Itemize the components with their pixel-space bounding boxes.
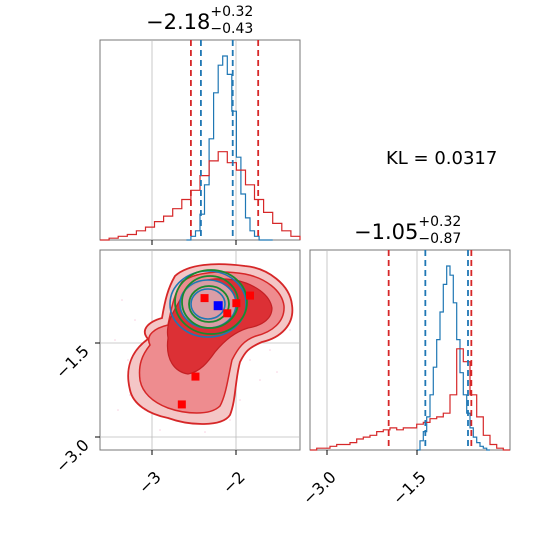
x-tick-label: −2 (219, 467, 249, 497)
kl-divergence-label: KL = 0.0317 (386, 148, 498, 169)
blue-marker (213, 301, 223, 311)
histogram-series-1 (310, 348, 510, 451)
quantile-lines (190, 40, 260, 240)
tick-marks (95, 240, 418, 455)
title-value: −2.18 (146, 10, 211, 34)
title-upper-error: +0.32 (418, 214, 462, 230)
y-tick-label: −3.0 (52, 435, 93, 476)
histogram-series-1 (100, 151, 301, 241)
y-tick-label: −1.5 (52, 341, 93, 382)
title-value: −1.05 (354, 220, 419, 244)
red-marker (223, 309, 232, 318)
scatter-dots (114, 299, 291, 433)
red-marker (200, 294, 209, 303)
panel-title-bottom-right: −1.05 +0.32 −0.87 (354, 215, 462, 247)
title-lower-error: −0.87 (418, 231, 462, 247)
x-tick-label: −3 (135, 467, 165, 497)
title-lower-error: −0.43 (210, 21, 254, 37)
quantile-lines (387, 250, 473, 450)
red-marker (232, 299, 241, 308)
red-marker (191, 372, 200, 381)
histogram-series-0 (186, 55, 273, 241)
title-upper-error: +0.32 (210, 4, 254, 20)
x-tick-label: −3.0 (299, 467, 340, 508)
histograms (310, 265, 510, 451)
joint-panel (99, 249, 301, 451)
markers (177, 291, 254, 409)
panel-title-top-left: −2.18 +0.32 −0.43 (146, 5, 254, 37)
histograms (100, 55, 301, 241)
red-marker (246, 291, 254, 300)
marginal-panel-bottom-right (309, 249, 511, 451)
histogram-series-0 (416, 265, 490, 451)
marginal-panel-top-left (99, 39, 301, 241)
red-marker (177, 400, 186, 409)
x-tick-label: −1.5 (389, 467, 430, 508)
